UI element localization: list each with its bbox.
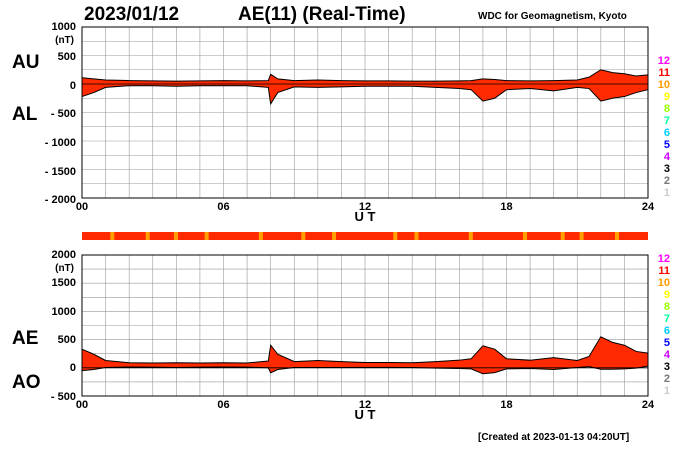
y-tick-label: 1500 — [52, 277, 76, 289]
station-legend-item: 10 — [658, 79, 670, 91]
station-bar-segment — [331, 232, 336, 240]
grid — [82, 27, 648, 198]
y-tick-label: - 500 — [51, 391, 76, 403]
data-source: WDC for Geomagnetism, Kyoto — [478, 11, 627, 22]
series-line-ao — [81, 365, 649, 375]
station-legend-item: 2 — [664, 373, 670, 385]
station-bar-base — [82, 232, 648, 240]
station-bar-segment — [258, 232, 263, 240]
station-bar-segment — [173, 232, 178, 240]
station-legend-item: 6 — [664, 325, 670, 337]
station-bar-segment — [301, 232, 306, 240]
x-tick-label: 12 — [359, 399, 371, 411]
station-legend-item: 8 — [664, 103, 670, 115]
y-tick-label: - 500 — [51, 108, 76, 120]
y-tick-label: 1000 — [52, 21, 76, 33]
station-legend-item: 11 — [658, 265, 670, 277]
y-tick-label: 2000 — [52, 249, 76, 261]
station-legend-item: 12 — [658, 55, 670, 67]
ao-label: AO — [12, 372, 41, 393]
unit-label: (nT) — [55, 263, 74, 274]
x-axis-label: U T — [355, 209, 376, 224]
station-legend-item: 8 — [664, 301, 670, 313]
station-bar-segment — [414, 232, 419, 240]
series-line-au — [81, 69, 649, 82]
station-legend-item: 3 — [664, 163, 670, 175]
x-tick-label: 06 — [217, 201, 229, 213]
station-legend-item: 9 — [664, 91, 670, 103]
plot-frame — [81, 26, 649, 199]
y-tick-label: 500 — [58, 51, 76, 63]
envelope-fill — [82, 336, 648, 374]
station-legend-item: 5 — [664, 337, 670, 349]
station-legend-item: 1 — [664, 385, 670, 397]
station-bar-segment — [614, 232, 619, 240]
panel-ae-ao: (nT) 2000 1500 1000 500 0 - 500 00 06 12… — [51, 249, 655, 422]
x-tick-label: 12 — [359, 201, 371, 213]
series-line-ae — [81, 336, 649, 364]
station-legend-item: 11 — [658, 67, 670, 79]
station-bar-segment — [560, 232, 565, 240]
station-count-bar — [82, 232, 648, 240]
station-legend-item: 9 — [664, 289, 670, 301]
chart-date: 2023/01/12 — [84, 4, 180, 25]
y-tick-label: 0 — [70, 80, 76, 92]
grid — [82, 255, 648, 396]
x-tick-label: 24 — [642, 399, 655, 411]
station-legend-item: 7 — [664, 313, 670, 325]
station-legend-item: 7 — [664, 115, 670, 127]
station-legend-item: 10 — [658, 277, 670, 289]
station-bar-segment — [393, 232, 398, 240]
unit-label: (nT) — [55, 35, 74, 46]
series-line-al — [81, 85, 649, 106]
y-tick-label: 1000 — [52, 306, 76, 318]
station-legend-item: 3 — [664, 361, 670, 373]
station-bar-segment — [468, 232, 473, 240]
station-legend-item: 6 — [664, 127, 670, 139]
envelope-fill — [82, 69, 648, 104]
x-tick-label: 18 — [500, 201, 512, 213]
y-tick-label: 500 — [58, 334, 76, 346]
y-tick-label: - 1000 — [45, 137, 76, 149]
station-bar-segment — [204, 232, 209, 240]
au-label: AU — [12, 52, 40, 73]
panel-au-al: (nT) 1000 500 0 - 500 - 1000 - 1500 - 20… — [45, 21, 655, 224]
y-tick-label: - 2000 — [45, 194, 76, 206]
au-al-series — [81, 69, 649, 106]
plot-frame — [81, 254, 649, 397]
ae-label: AE — [12, 328, 39, 349]
station-bar-segment — [579, 232, 584, 240]
y-tick-label: 0 — [70, 362, 76, 374]
x-tick-label: 00 — [76, 399, 88, 411]
created-timestamp: [Created at 2023-01-13 04:20UT] — [478, 432, 630, 443]
station-bar-segment — [145, 232, 150, 240]
station-legend-item: 4 — [664, 151, 671, 163]
station-bar-segment — [110, 232, 115, 240]
al-label: AL — [12, 104, 38, 125]
station-legend-item: 12 — [658, 253, 670, 265]
x-tick-label: 18 — [500, 399, 512, 411]
station-legend-item: 2 — [664, 175, 670, 187]
station-legend-item: 5 — [664, 139, 670, 151]
x-tick-label: 24 — [642, 201, 655, 213]
y-tick-label: - 1500 — [45, 166, 76, 178]
station-legend-item: 1 — [664, 187, 670, 199]
station-legend-item: 4 — [664, 349, 671, 361]
x-axis-label: U T — [355, 407, 376, 422]
chart-title: AE(11) (Real-Time) — [238, 4, 406, 25]
station-bar-segment — [523, 232, 528, 240]
ae-ao-series — [81, 336, 649, 375]
x-tick-label: 06 — [217, 399, 229, 411]
x-tick-label: 00 — [76, 201, 88, 213]
